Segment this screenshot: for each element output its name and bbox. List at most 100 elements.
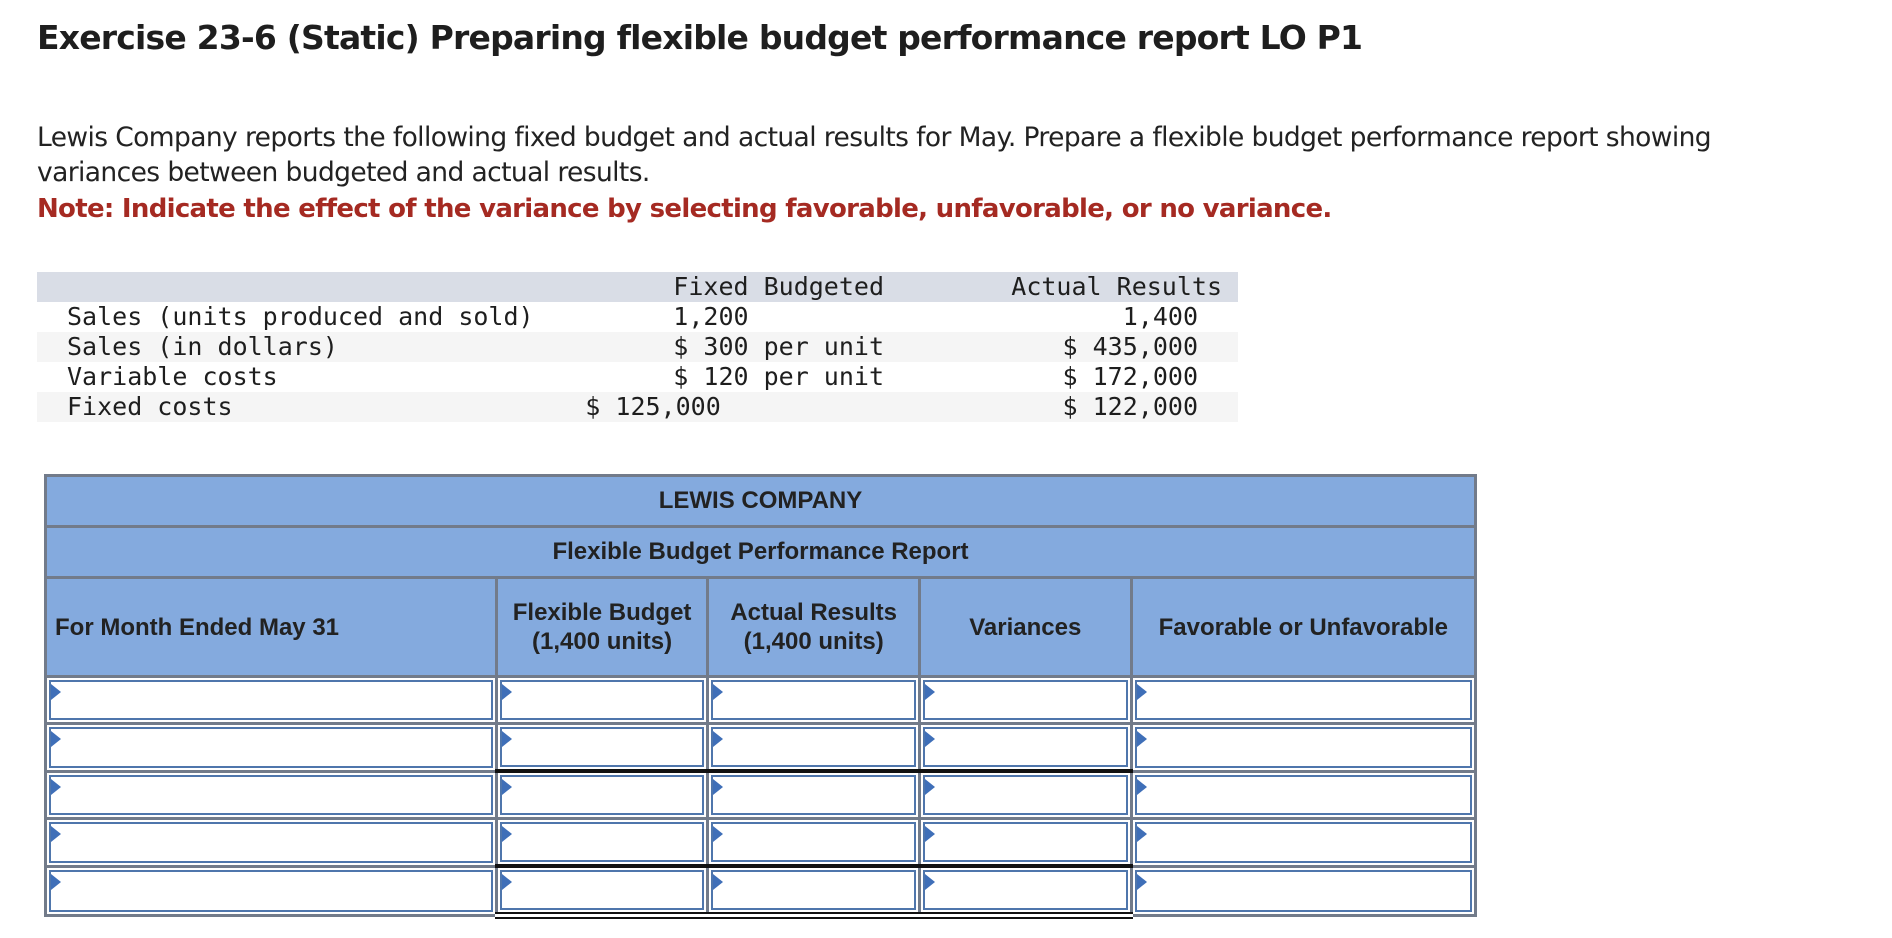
flexible-cell <box>494 675 710 725</box>
actual-cell <box>706 864 921 919</box>
favorable-dropdown[interactable] <box>1134 680 1472 720</box>
variance-note: Note: Indicate the effect of the varianc… <box>37 194 1332 224</box>
report-company-row: LEWIS COMPANY <box>44 474 1477 528</box>
label-input[interactable] <box>51 776 491 813</box>
actual-results-input[interactable] <box>713 872 914 908</box>
variance-cell <box>917 675 1133 725</box>
report-title-row: Flexible Budget Performance Report <box>44 525 1477 579</box>
col-header-flexible-budget: Flexible Budget (1,400 units) <box>494 576 710 678</box>
variance-field[interactable] <box>922 727 1128 767</box>
variance-field[interactable] <box>922 870 1128 910</box>
label-input[interactable] <box>51 824 491 861</box>
given-actual-value: 1,400 <box>1122 302 1198 331</box>
variance-cell <box>917 769 1133 820</box>
actual-results-input[interactable] <box>713 682 914 718</box>
report-row <box>44 817 1478 868</box>
given-row-variable-costs: Variable costs $ 120 per unit $ 172,000 <box>37 362 1238 392</box>
given-fixed-value: $ 300 per unit <box>673 332 885 361</box>
flexible-budget-input[interactable] <box>501 824 703 860</box>
label-input[interactable] <box>51 729 491 766</box>
given-col-fixed-budgeted: Fixed Budgeted <box>673 272 885 301</box>
given-col-label <box>37 272 585 302</box>
actual-results-field[interactable] <box>711 775 916 815</box>
favorable-dropdown[interactable] <box>1134 727 1472 768</box>
given-col-actual-results: Actual Results <box>1011 272 1222 301</box>
given-header-row: Fixed Budgeted Actual Results <box>37 272 1238 302</box>
report-row <box>44 722 1478 773</box>
favorable-cell <box>1129 675 1478 725</box>
flexible-budget-input[interactable] <box>501 872 703 908</box>
actual-results-field[interactable] <box>711 870 916 910</box>
given-data-table: Fixed Budgeted Actual Results Sales (uni… <box>37 272 1238 422</box>
variance-input[interactable] <box>924 682 1126 718</box>
flexible-budget-field[interactable] <box>499 680 705 720</box>
flexible-budget-input[interactable] <box>501 777 703 813</box>
given-fixed-value: $ 120 per unit <box>673 362 885 391</box>
actual-results-field[interactable] <box>711 727 916 767</box>
actual-results-input[interactable] <box>713 824 914 860</box>
favorable-dropdown[interactable] <box>1134 869 1472 912</box>
label-input[interactable] <box>51 871 491 910</box>
variance-input[interactable] <box>924 872 1126 908</box>
flexible-budget-report-table: LEWIS COMPANY Flexible Budget Performanc… <box>44 474 1478 919</box>
col-header-actual-line2: (1,400 units) <box>743 628 884 655</box>
variance-input[interactable] <box>924 824 1126 860</box>
actual-cell <box>706 817 921 868</box>
report-row <box>44 769 1478 820</box>
flexible-budget-input[interactable] <box>501 729 703 765</box>
favorable-input[interactable] <box>1136 824 1470 861</box>
favorable-cell <box>1129 769 1478 820</box>
actual-results-input[interactable] <box>713 777 914 813</box>
label-dropdown[interactable] <box>49 727 493 768</box>
given-fixed-value: 1,200 <box>673 302 749 331</box>
label-input[interactable] <box>51 682 491 718</box>
variance-cell <box>917 722 1133 773</box>
favorable-input[interactable] <box>1136 776 1470 813</box>
report-column-header-row: For Month Ended May 31 Flexible Budget (… <box>44 576 1478 678</box>
exercise-title: Exercise 23-6 (Static) Preparing flexibl… <box>37 18 1363 57</box>
flexible-budget-field[interactable] <box>499 822 705 862</box>
label-cell <box>44 817 498 868</box>
given-fixed-value: $ 125,000 <box>585 392 721 421</box>
intro-line-2: variances between budgeted and actual re… <box>37 157 650 188</box>
variance-cell <box>917 864 1133 919</box>
favorable-input[interactable] <box>1136 682 1470 718</box>
given-actual-value: $ 435,000 <box>1062 332 1198 361</box>
actual-results-field[interactable] <box>711 680 916 720</box>
variance-field[interactable] <box>922 775 1128 815</box>
actual-cell <box>706 769 921 820</box>
variance-field[interactable] <box>922 822 1128 862</box>
col-header-favorable-unfavorable: Favorable or Unfavorable <box>1129 576 1478 678</box>
report-title: Flexible Budget Performance Report <box>44 525 1477 579</box>
report-row <box>44 864 1478 919</box>
given-row-label: Fixed costs <box>67 392 233 421</box>
actual-results-input[interactable] <box>713 729 914 765</box>
label-cell <box>44 675 498 725</box>
label-dropdown[interactable] <box>49 869 493 912</box>
favorable-dropdown[interactable] <box>1134 822 1472 863</box>
variance-input[interactable] <box>924 729 1126 765</box>
given-row-label: Sales (in dollars) <box>67 332 338 361</box>
label-dropdown[interactable] <box>49 774 493 815</box>
given-row-sales-dollars: Sales (in dollars) $ 300 per unit $ 435,… <box>37 332 1238 362</box>
variance-cell <box>917 817 1133 868</box>
label-dropdown[interactable] <box>49 680 493 720</box>
flexible-budget-field[interactable] <box>499 870 705 910</box>
flexible-budget-field[interactable] <box>499 775 705 815</box>
given-row-label: Variable costs <box>67 362 278 391</box>
col-header-period: For Month Ended May 31 <box>44 576 498 678</box>
favorable-input[interactable] <box>1136 729 1470 766</box>
favorable-dropdown[interactable] <box>1134 774 1472 815</box>
label-dropdown[interactable] <box>49 822 493 863</box>
actual-results-field[interactable] <box>711 822 916 862</box>
flexible-cell <box>494 722 710 773</box>
report-row <box>44 675 1478 725</box>
favorable-cell <box>1129 864 1478 917</box>
report-company-name: LEWIS COMPANY <box>44 474 1477 528</box>
favorable-cell <box>1129 722 1478 773</box>
flexible-budget-field[interactable] <box>499 727 705 767</box>
variance-field[interactable] <box>922 680 1128 720</box>
favorable-input[interactable] <box>1136 871 1470 910</box>
flexible-budget-input[interactable] <box>501 682 703 718</box>
variance-input[interactable] <box>924 777 1126 813</box>
